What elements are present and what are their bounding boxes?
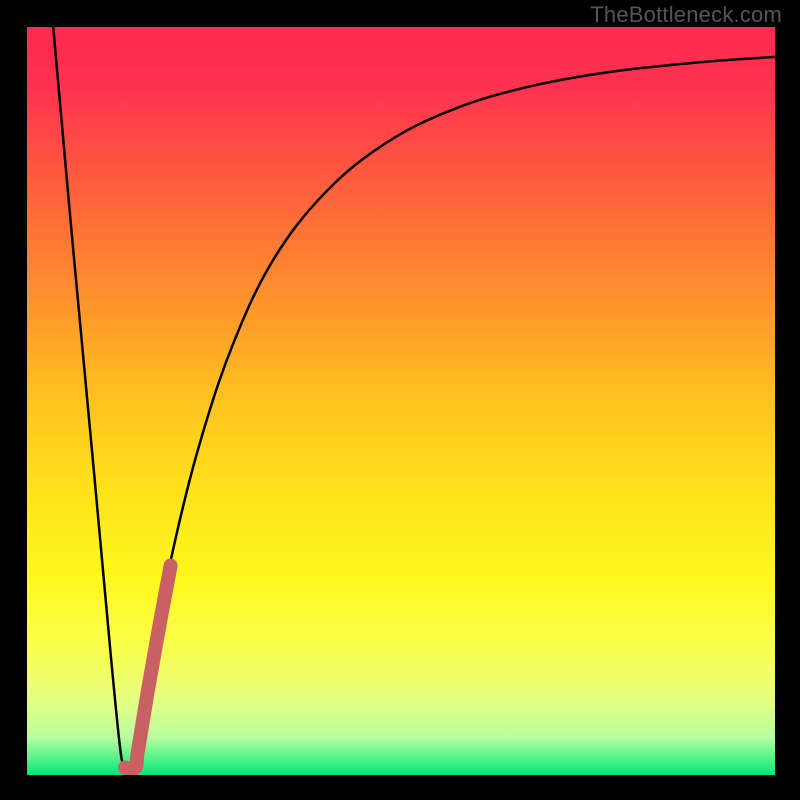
chart-background [27,27,775,775]
chart-svg [27,27,775,775]
watermark-text: TheBottleneck.com [590,2,782,28]
bottleneck-chart [27,27,775,775]
